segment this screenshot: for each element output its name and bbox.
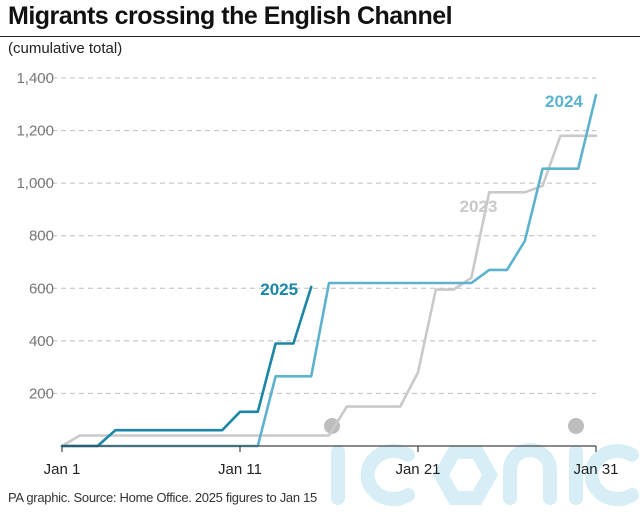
chart-title: Migrants crossing the English Channel [8, 2, 453, 30]
series-line-2025 [60, 285, 313, 448]
watermark-stroke [584, 444, 639, 506]
x-tick-label: Jan 1 [44, 461, 81, 478]
title-rule [0, 36, 640, 37]
series-label-2023: 2023 [460, 197, 498, 216]
y-tick-label: 600 [29, 280, 54, 297]
y-tick-label: 400 [29, 333, 54, 350]
series-label-2025: 2025 [260, 280, 298, 299]
y-tick-label: 800 [29, 228, 54, 245]
watermark-dot [568, 418, 584, 434]
y-tick-label: 1,000 [16, 175, 54, 192]
series-label-2024: 2024 [545, 92, 583, 111]
watermark-hexagon [432, 445, 499, 505]
x-axis: Jan 1 Jan 11 Jan 21 Jan 31 [44, 445, 619, 478]
series-line-2023 [60, 134, 598, 448]
y-tick-label: 1,400 [16, 70, 54, 87]
y-tick-label: 200 [29, 385, 54, 402]
x-tick-label: Jan 21 [395, 461, 440, 478]
source-note: PA graphic. Source: Home Office. 2025 fi… [8, 490, 317, 505]
y-tick-label: 1,200 [16, 123, 54, 140]
grid-lines: 200 400 600 800 1,000 1,200 1,400 [16, 70, 596, 402]
x-tick-label: Jan 31 [573, 461, 618, 478]
watermark-stroke [503, 443, 557, 505]
series-labels: 2025 2024 2023 [260, 92, 583, 299]
x-tick-label: Jan 11 [218, 461, 262, 478]
watermark-stroke [360, 444, 415, 506]
watermark-logo [324, 418, 639, 506]
chart-subtitle: (cumulative total) [8, 40, 123, 57]
